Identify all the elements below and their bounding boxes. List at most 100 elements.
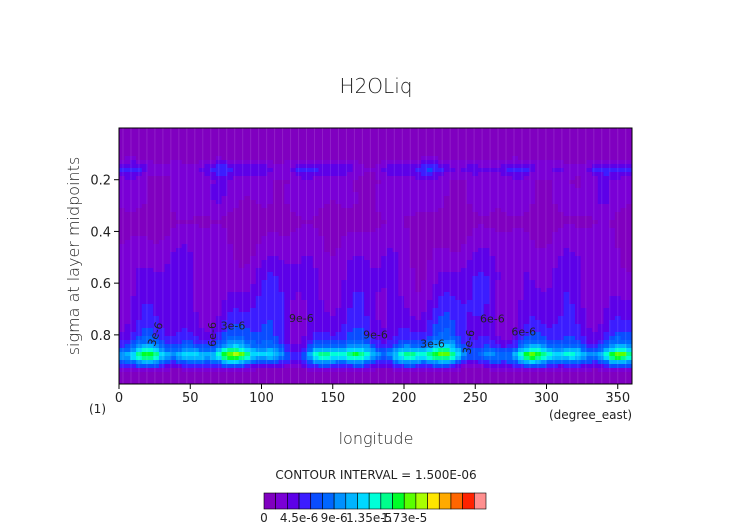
heatmap-cell [301,184,308,189]
heatmap-cell [295,348,302,353]
heatmap-cell [198,220,205,225]
heatmap-cell [119,176,126,181]
heatmap-cell [227,240,234,245]
heatmap-cell [443,192,450,197]
heatmap-cell [563,240,570,245]
heatmap-cell [341,336,348,341]
heatmap-cell [398,336,405,341]
heatmap-cell [552,156,559,161]
heatmap-cell [369,160,376,165]
heatmap-cell [255,160,262,165]
heatmap-cell [580,176,587,181]
heatmap-cell [284,248,291,253]
heatmap-cell [119,288,126,293]
heatmap-cell [421,172,428,177]
heatmap-cell [198,304,205,309]
heatmap-cell [518,176,525,181]
heatmap-cell [421,216,428,221]
heatmap-cell [506,148,513,153]
heatmap-cell [466,328,473,333]
heatmap-cell [250,344,257,349]
heatmap-cell [592,184,599,189]
heatmap-cell [449,140,456,145]
heatmap-cell [352,340,359,345]
heatmap-cell [609,136,616,141]
heatmap-cell [609,224,616,229]
heatmap-cell [500,192,507,197]
heatmap-cell [426,256,433,261]
heatmap-cell [449,128,456,133]
heatmap-cell [352,288,359,293]
heatmap-cell [136,276,143,281]
heatmap-cell [221,280,228,285]
heatmap-cell [193,336,200,341]
heatmap-cell [620,328,627,333]
heatmap-cell [324,152,331,157]
heatmap-cell [409,280,416,285]
heatmap-cell [386,336,393,341]
heatmap-cell [358,260,365,265]
heatmap-cell [335,300,342,305]
heatmap-cell [233,348,240,353]
heatmap-cell [620,152,627,157]
heatmap-cell [204,232,211,237]
heatmap-cell [290,292,297,297]
heatmap-cell [347,252,354,257]
heatmap-cell [409,164,416,169]
heatmap-cell [119,324,126,329]
heatmap-cell [290,240,297,245]
heatmap-cell [557,204,564,209]
heatmap-cell [364,292,371,297]
heatmap-cell [415,284,422,289]
heatmap-cell [364,136,371,141]
heatmap-cell [307,272,314,277]
heatmap-cell [518,136,525,141]
heatmap-cell [443,268,450,273]
heatmap-cell [295,260,302,265]
heatmap-cell [529,232,536,237]
heatmap-cell [546,144,553,149]
heatmap-cell [438,220,445,225]
heatmap-cell [221,324,228,329]
heatmap-cell [347,192,354,197]
heatmap-cell [443,140,450,145]
heatmap-cell [609,160,616,165]
heatmap-cell [181,324,188,329]
heatmap-cell [204,324,211,329]
heatmap-cell [597,304,604,309]
heatmap-cell [386,180,393,185]
heatmap-cell [592,244,599,249]
heatmap-cell [238,220,245,225]
heatmap-cell [307,260,314,265]
heatmap-cell [341,236,348,241]
heatmap-cell [158,228,165,233]
heatmap-cell [529,212,536,217]
heatmap-cell [301,252,308,257]
heatmap-cell [540,236,547,241]
heatmap-cell [364,272,371,277]
heatmap-cell [438,316,445,321]
heatmap-cell [124,284,131,289]
heatmap-cell [483,280,490,285]
heatmap-cell [386,228,393,233]
heatmap-cell [267,260,274,265]
heatmap-cell [529,300,536,305]
heatmap-cell [386,148,393,153]
heatmap-cell [438,312,445,317]
heatmap-cell [261,208,268,213]
heatmap-cell [512,192,519,197]
heatmap-cell [267,348,274,353]
heatmap-cell [170,284,177,289]
heatmap-cell [290,288,297,293]
heatmap-cell [540,328,547,333]
heatmap-cell [580,308,587,313]
heatmap-cell [227,188,234,193]
heatmap-cell [540,292,547,297]
heatmap-cell [358,264,365,269]
heatmap-cell [290,192,297,197]
heatmap-cell [483,308,490,313]
heatmap-cell [552,212,559,217]
heatmap-cell [404,136,411,141]
heatmap-cell [181,288,188,293]
heatmap-cell [398,324,405,329]
